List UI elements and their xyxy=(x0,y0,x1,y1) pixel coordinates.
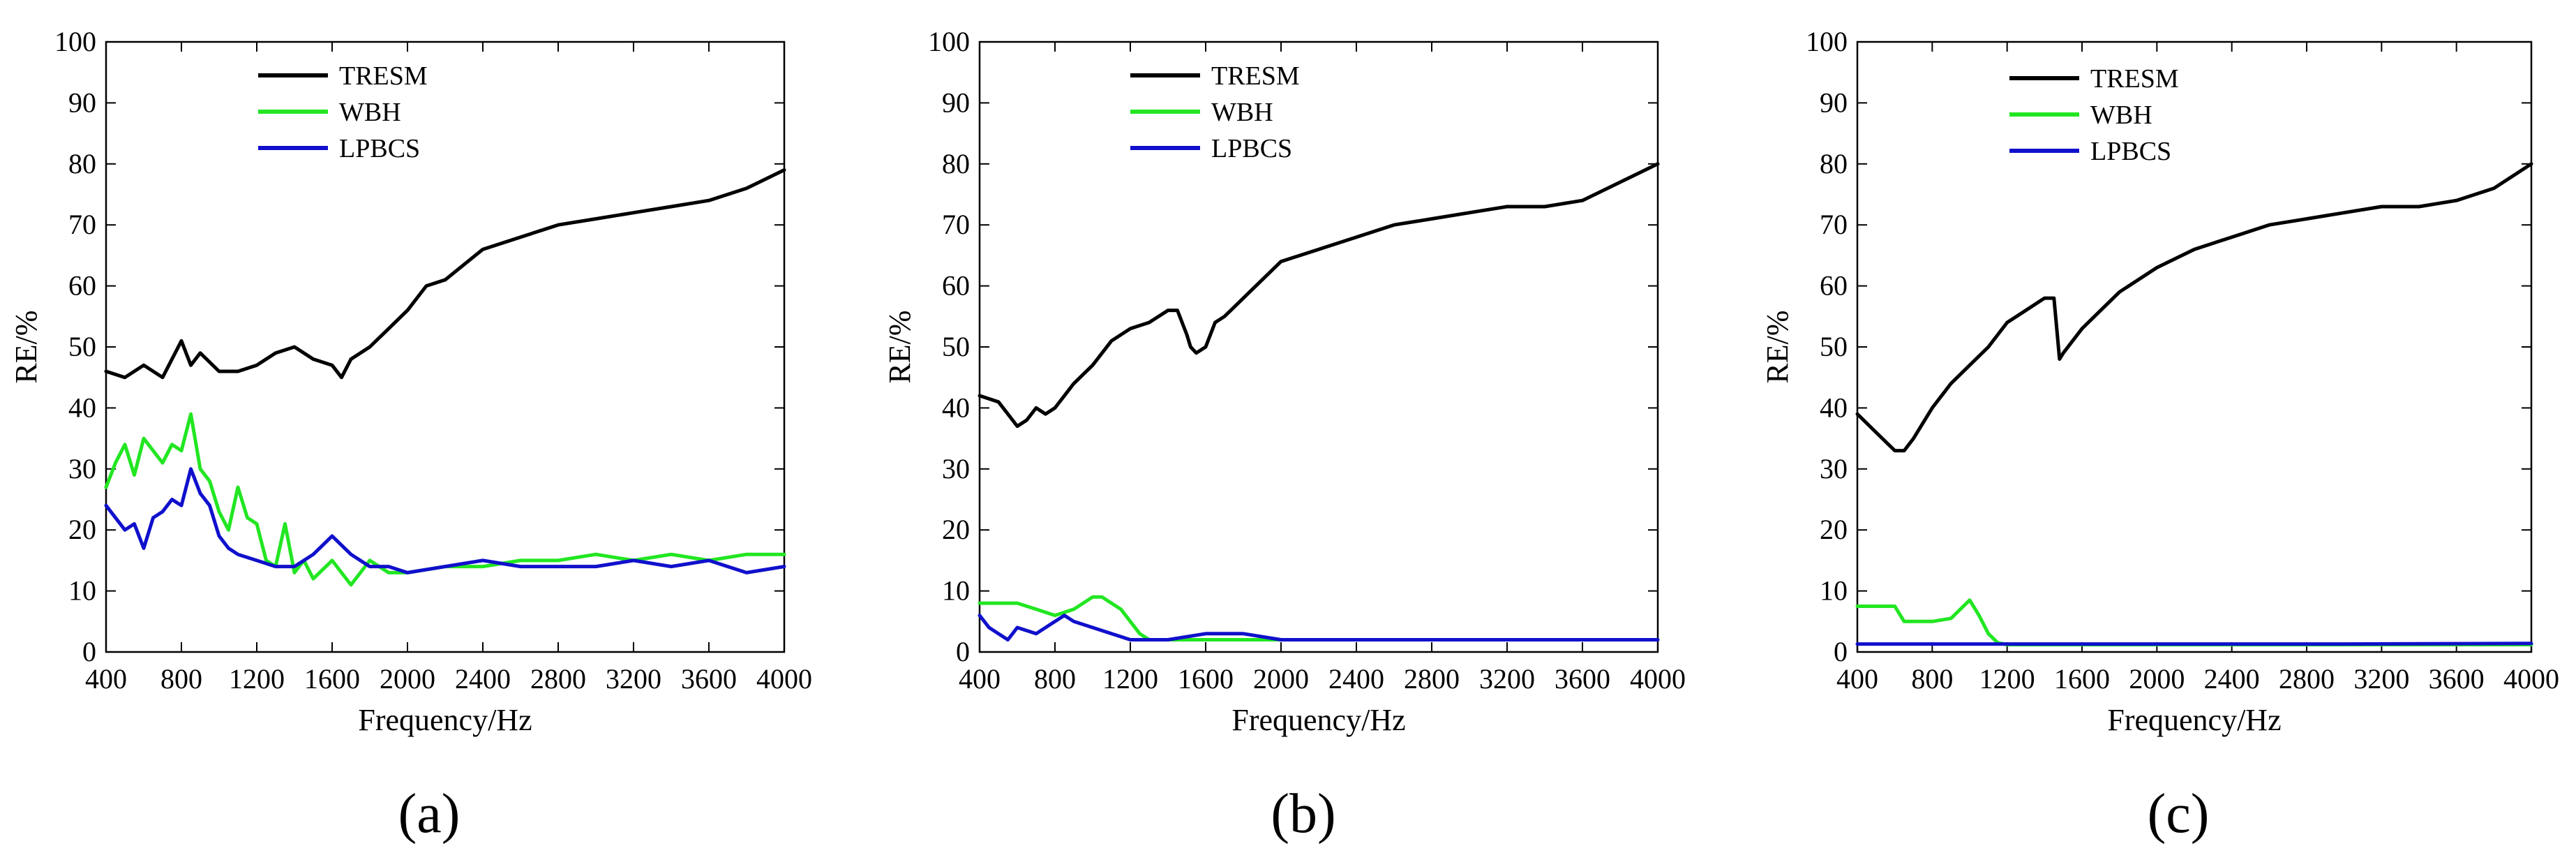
x-axis-label: Frequency/Hz xyxy=(2107,703,2281,737)
y-tick-label: 50 xyxy=(68,331,96,362)
panel-label: (a) xyxy=(398,783,460,845)
y-tick-label: 10 xyxy=(68,575,96,607)
y-tick-label: 60 xyxy=(1820,270,1848,302)
panel-label: (b) xyxy=(1271,783,1335,845)
x-tick-label: 1200 xyxy=(1102,663,1158,695)
series-line-wbh xyxy=(104,412,786,587)
y-tick-label: 30 xyxy=(942,453,970,484)
legend: TRESM WBH LPBCS xyxy=(1130,61,1300,163)
y-tick-label: 70 xyxy=(1820,209,1848,240)
series-line-wbh xyxy=(978,595,1660,641)
x-tick-label: 2800 xyxy=(2279,663,2335,695)
plot-area-frame xyxy=(105,40,786,653)
y-tick-label: 30 xyxy=(1820,453,1848,484)
y-tick-label: 20 xyxy=(1820,514,1848,545)
chart-panel-3: 0 10 20 30 40 50 60 70 80 90 100 400 800 1200 1600 2000… xyxy=(1760,26,2559,845)
x-axis-label: Frequency/Hz xyxy=(1231,703,1405,737)
x-tick-label: 2400 xyxy=(1328,663,1384,695)
legend-label-lpbcs: LPBCS xyxy=(339,134,420,163)
y-tick-label: 100 xyxy=(1806,26,1848,57)
legend-label-lpbcs: LPBCS xyxy=(2090,137,2171,166)
y-tick-label: 30 xyxy=(68,453,96,484)
y-tick-label: 0 xyxy=(956,636,970,667)
legend-label-tresm: TRESM xyxy=(1211,61,1300,91)
x-tick-label: 400 xyxy=(959,663,1001,695)
y-tick-label: 20 xyxy=(68,514,96,545)
series-line-tresm xyxy=(978,162,1660,429)
legend: TRESM WBH LPBCS xyxy=(2009,64,2179,166)
series-line-lpbcs xyxy=(104,467,786,574)
plot-area-frame xyxy=(1856,40,2533,653)
x-tick-label: 1600 xyxy=(2054,663,2110,695)
x-tick-label: 3200 xyxy=(2353,663,2409,695)
x-tick-label: 4000 xyxy=(1630,663,1686,695)
y-tick-label: 80 xyxy=(942,148,970,179)
y-tick-label: 0 xyxy=(82,636,96,667)
y-tick-label: 90 xyxy=(68,87,96,118)
x-tick-label: 2400 xyxy=(455,663,511,695)
legend-label-wbh: WBH xyxy=(339,98,401,127)
x-tick-label: 1200 xyxy=(229,663,285,695)
legend-label-lpbcs: LPBCS xyxy=(1211,134,1292,163)
x-tick-label: 2000 xyxy=(380,663,435,695)
chart-panel-2: 0 10 20 30 40 50 60 70 80 90 100 400 800 1200 1600 2000… xyxy=(883,26,1686,845)
y-tick-label: 50 xyxy=(1820,331,1848,362)
y-axis-label: RE/% xyxy=(9,310,43,383)
y-tick-label: 40 xyxy=(1820,392,1848,423)
y-tick-label: 80 xyxy=(68,148,96,179)
x-tick-label: 1200 xyxy=(1979,663,2035,695)
plot-area-frame xyxy=(978,40,1659,653)
x-tick-label: 2000 xyxy=(2129,663,2185,695)
legend-label-tresm: TRESM xyxy=(339,61,428,91)
x-tick-label: 2000 xyxy=(1253,663,1309,695)
series-line-tresm xyxy=(1855,162,2533,453)
panel-label: (c) xyxy=(2148,783,2210,845)
x-tick-label: 3600 xyxy=(681,663,737,695)
y-axis-label: RE/% xyxy=(1760,310,1795,383)
legend: TRESM WBH LPBCS xyxy=(258,61,428,163)
x-tick-label: 3200 xyxy=(606,663,661,695)
x-tick-label: 2800 xyxy=(1404,663,1460,695)
x-tick-label: 3200 xyxy=(1479,663,1535,695)
y-tick-label: 80 xyxy=(1820,148,1848,179)
x-tick-label: 2800 xyxy=(530,663,586,695)
legend-label-tresm: TRESM xyxy=(2090,64,2179,94)
x-tick-label: 1600 xyxy=(1178,663,1234,695)
x-tick-label: 2400 xyxy=(2204,663,2260,695)
series-line-lpbcs xyxy=(978,614,1660,641)
y-tick-label: 70 xyxy=(68,209,96,240)
y-tick-label: 90 xyxy=(1820,87,1848,118)
y-tick-label: 60 xyxy=(942,270,970,302)
x-tick-label: 800 xyxy=(160,663,202,695)
x-tick-label: 400 xyxy=(85,663,127,695)
x-axis-label: Frequency/Hz xyxy=(358,703,532,737)
y-tick-label: 70 xyxy=(942,209,970,240)
legend-label-wbh: WBH xyxy=(1211,98,1273,127)
x-tick-label: 4000 xyxy=(2503,663,2559,695)
y-tick-label: 90 xyxy=(942,87,970,118)
y-tick-label: 0 xyxy=(1834,636,1848,667)
x-tick-label: 800 xyxy=(1034,663,1076,695)
y-axis-label: RE/% xyxy=(883,310,917,383)
legend-label-wbh: WBH xyxy=(2090,101,2152,130)
y-tick-label: 100 xyxy=(928,26,970,57)
series-line-wbh xyxy=(1855,598,2533,646)
x-tick-label: 4000 xyxy=(756,663,812,695)
y-tick-label: 50 xyxy=(942,331,970,362)
y-tick-label: 100 xyxy=(54,26,96,57)
y-tick-label: 60 xyxy=(68,270,96,302)
chart-panel-1: 0 10 20 30 40 50 60 70 80 90 100 400 800 1200 1600 2000… xyxy=(9,26,812,845)
y-tick-label: 10 xyxy=(942,575,970,607)
x-tick-label: 800 xyxy=(1911,663,1953,695)
series-line-tresm xyxy=(104,168,786,380)
y-tick-label: 10 xyxy=(1820,575,1848,607)
x-tick-label: 3600 xyxy=(2429,663,2485,695)
x-tick-label: 1600 xyxy=(304,663,360,695)
y-tick-label: 40 xyxy=(68,392,96,423)
x-tick-label: 400 xyxy=(1836,663,1878,695)
y-tick-label: 20 xyxy=(942,514,970,545)
y-tick-label: 40 xyxy=(942,392,970,423)
x-tick-label: 3600 xyxy=(1555,663,1610,695)
